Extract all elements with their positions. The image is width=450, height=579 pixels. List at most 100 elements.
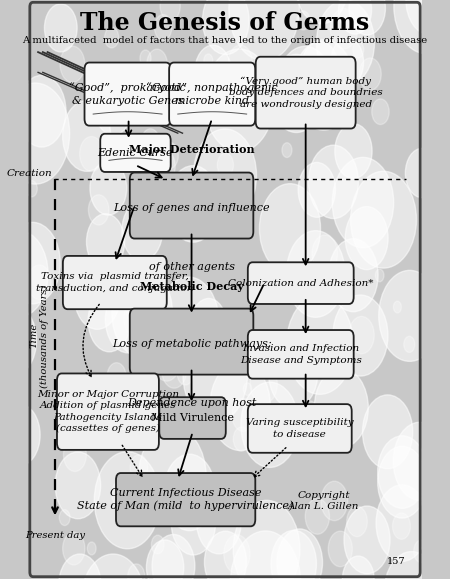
FancyBboxPatch shape [63,256,167,309]
Circle shape [0,230,48,317]
FancyBboxPatch shape [100,134,171,172]
Circle shape [210,177,252,238]
FancyBboxPatch shape [116,473,255,526]
Circle shape [171,489,216,555]
Circle shape [363,395,413,469]
Circle shape [404,336,415,353]
Circle shape [112,269,172,358]
Circle shape [1,83,70,184]
Circle shape [157,277,219,368]
Circle shape [146,540,184,579]
Circle shape [147,49,167,79]
Circle shape [59,510,70,526]
Circle shape [233,427,250,451]
Circle shape [204,54,213,67]
Circle shape [321,481,348,521]
Circle shape [295,0,348,24]
Circle shape [394,0,450,54]
Circle shape [268,336,318,409]
Text: Toxins via  plasmid transfer,
transduction, and conjugation: Toxins via plasmid transfer, transductio… [36,272,194,293]
Circle shape [0,304,36,377]
Circle shape [80,137,104,171]
Circle shape [60,46,85,82]
Circle shape [293,40,355,130]
Circle shape [332,157,394,248]
Circle shape [338,0,372,34]
FancyBboxPatch shape [248,404,352,453]
Circle shape [296,401,322,439]
Circle shape [94,452,160,549]
Circle shape [112,480,130,507]
Circle shape [124,299,150,338]
Circle shape [202,0,249,54]
Circle shape [107,362,126,391]
Circle shape [342,556,374,579]
Circle shape [105,286,151,353]
Circle shape [126,287,153,326]
Circle shape [243,192,252,206]
Circle shape [301,42,339,98]
Circle shape [183,328,248,422]
Circle shape [177,360,194,385]
Circle shape [113,98,130,124]
Circle shape [196,488,241,554]
Text: “Good”, nonpathogenic
microbe kind: “Good”, nonpathogenic microbe kind [146,82,278,106]
Circle shape [194,129,256,222]
FancyBboxPatch shape [248,262,354,304]
Circle shape [58,554,101,579]
Circle shape [333,295,388,376]
Circle shape [378,436,427,508]
Circle shape [151,149,175,185]
Circle shape [277,529,323,579]
Circle shape [160,0,180,21]
Circle shape [297,11,310,30]
Circle shape [376,485,428,562]
FancyBboxPatch shape [130,173,253,239]
Circle shape [55,452,101,519]
Text: “Good”,  prokaryotic
& eukaryotic Genes: “Good”, prokaryotic & eukaryotic Genes [69,82,186,106]
Circle shape [393,422,446,500]
Circle shape [282,143,292,157]
FancyBboxPatch shape [248,330,354,379]
Circle shape [224,535,250,573]
Circle shape [233,500,300,579]
Circle shape [312,235,338,273]
Text: Loss of metabolic pathways;: Loss of metabolic pathways; [112,339,271,349]
Text: Minor or Major Corruption
Addition of plasmid genes
Pathogencity Islands
(casset: Minor or Major Corruption Addition of pl… [37,390,179,434]
Circle shape [270,54,323,133]
Circle shape [74,262,120,329]
Text: Varing susceptibility
to disease: Varing susceptibility to disease [246,418,354,439]
Circle shape [0,404,40,466]
Circle shape [392,513,410,539]
Text: 157: 157 [387,557,405,566]
Text: Time
(thousands of Years): Time (thousands of Years) [29,284,50,387]
Circle shape [256,331,280,366]
Circle shape [27,265,51,299]
Circle shape [359,58,381,90]
Circle shape [328,531,352,567]
Circle shape [314,368,368,448]
Circle shape [243,383,252,395]
FancyBboxPatch shape [130,309,253,375]
FancyBboxPatch shape [159,397,226,439]
Circle shape [349,0,386,35]
Circle shape [230,531,301,579]
FancyBboxPatch shape [169,63,255,126]
Circle shape [81,554,145,579]
Circle shape [141,129,160,156]
Circle shape [345,207,388,270]
Circle shape [160,142,178,169]
FancyBboxPatch shape [57,373,159,450]
Circle shape [95,80,132,135]
Circle shape [210,361,270,450]
Text: A multifaceted  model of factors that have led to the origin of infectious disea: A multifaceted model of factors that hav… [22,36,427,45]
Circle shape [344,506,390,574]
Circle shape [330,9,358,49]
Circle shape [153,341,180,381]
Circle shape [406,0,450,35]
Circle shape [17,75,66,147]
Circle shape [45,4,77,52]
Circle shape [63,101,111,171]
Circle shape [335,124,372,178]
Circle shape [375,269,384,282]
